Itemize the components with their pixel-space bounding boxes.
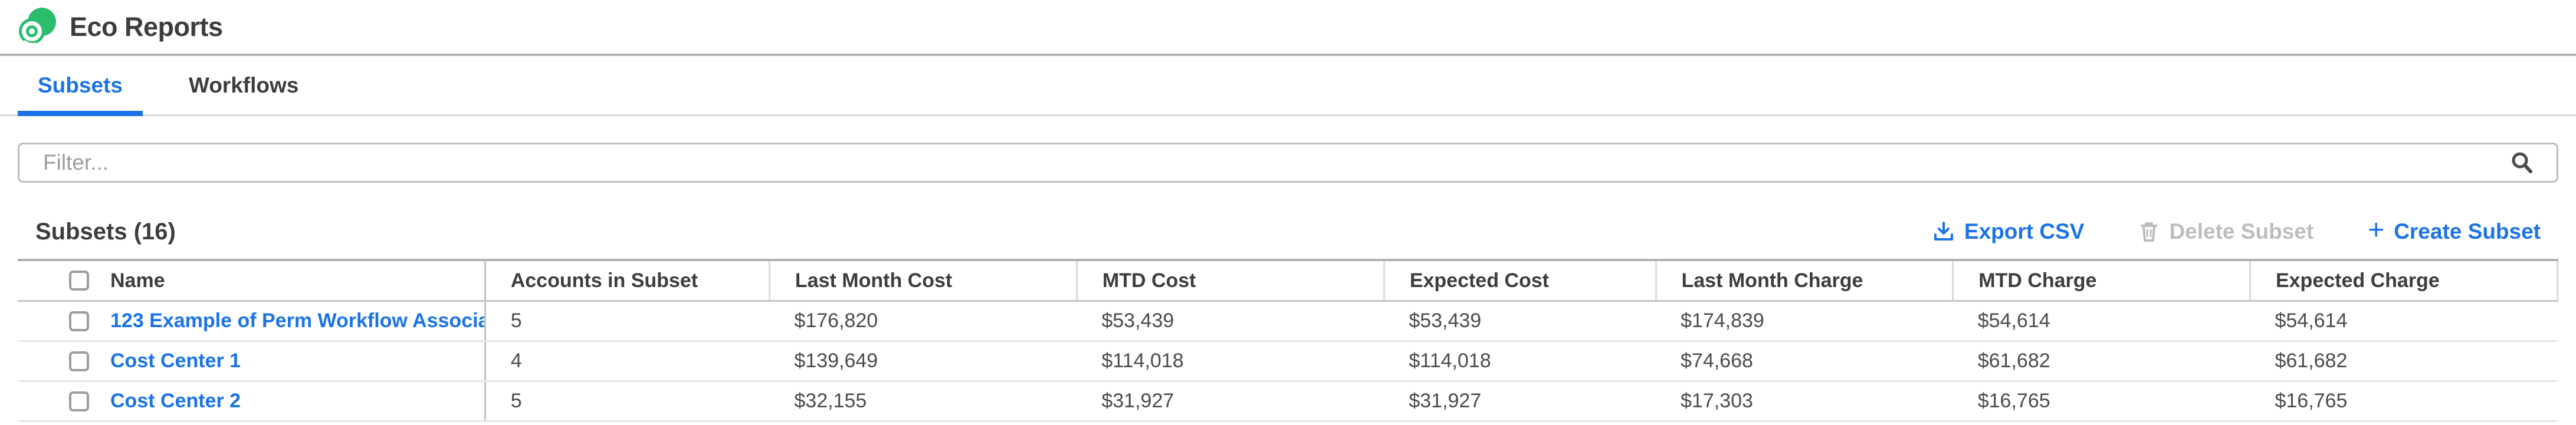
table-row: 123 Example of Perm Workflow Association…: [18, 301, 2558, 342]
accounts-cell: 5: [484, 381, 770, 422]
expected-charge-cell: $16,765: [2250, 381, 2558, 422]
export-csv-label: Export CSV: [1964, 219, 2085, 243]
row-checkbox[interactable]: [69, 311, 89, 331]
expected-charge-cell: $54,614: [2250, 301, 2558, 342]
search-icon[interactable]: [2510, 151, 2534, 174]
subsets-table: Name Accounts in Subset Last Month Cost …: [18, 259, 2559, 422]
eco-logo-icon: [19, 7, 56, 46]
tab-subsets[interactable]: Subsets: [18, 56, 143, 116]
section-bar: Subsets (16) Export CSV Delete Subset + …: [0, 215, 2576, 249]
trash-icon: [2141, 222, 2158, 242]
filter-input[interactable]: [18, 143, 2558, 183]
expected-cost-cell: $53,439: [1384, 301, 1656, 342]
select-all-checkbox[interactable]: [69, 271, 89, 291]
mtd-charge-cell: $16,765: [1952, 381, 2250, 422]
subset-name-link[interactable]: Cost Center 1: [110, 350, 241, 372]
column-header-last-month-charge: Last Month Charge: [1655, 260, 1953, 302]
column-header-expected-cost: Expected Cost: [1383, 260, 1656, 302]
last-month-cost-cell: $139,649: [769, 341, 1077, 382]
column-header-accounts: Accounts in Subset: [484, 260, 770, 302]
row-checkbox[interactable]: [69, 351, 89, 371]
mtd-cost-cell: $31,927: [1077, 381, 1384, 422]
table-row: Cost Center 2 5 $32,155 $31,927 $31,927 …: [18, 381, 2558, 422]
expected-cost-cell: $114,018: [1384, 341, 1656, 382]
table-row: Cost Center 1 4 $139,649 $114,018 $114,0…: [18, 341, 2558, 382]
last-month-charge-cell: $174,839: [1656, 301, 1953, 342]
app-header: Eco Reports: [0, 0, 2576, 56]
column-header-expected-charge: Expected Charge: [2249, 260, 2559, 302]
mtd-cost-cell: $114,018: [1077, 341, 1384, 382]
column-header-name: Name: [110, 269, 165, 292]
mtd-charge-cell: $54,614: [1952, 301, 2250, 342]
subset-name-link[interactable]: 123 Example of Perm Workflow Association: [110, 309, 485, 332]
delete-subset-button[interactable]: Delete Subset: [2138, 219, 2314, 244]
column-header-mtd-charge: MTD Charge: [1952, 260, 2250, 302]
accounts-cell: 5: [484, 301, 770, 342]
column-header-last-month-cost: Last Month Cost: [768, 260, 1077, 302]
mtd-cost-cell: $53,439: [1077, 301, 1384, 342]
last-month-cost-cell: $176,820: [769, 301, 1077, 342]
expected-cost-cell: $31,927: [1384, 381, 1656, 422]
mtd-charge-cell: $61,682: [1952, 341, 2250, 382]
column-header-mtd-cost: MTD Cost: [1075, 260, 1384, 302]
last-month-cost-cell: $32,155: [769, 381, 1077, 422]
delete-subset-label: Delete Subset: [2169, 219, 2314, 243]
plus-icon: +: [2368, 215, 2385, 246]
last-month-charge-cell: $74,668: [1656, 341, 1953, 382]
page-title: Eco Reports: [70, 11, 223, 42]
export-csv-button[interactable]: Export CSV: [1932, 219, 2085, 244]
table-actions: Export CSV Delete Subset + Create Subset: [1932, 215, 2541, 246]
download-icon: [1934, 222, 1953, 240]
subset-name-link[interactable]: Cost Center 2: [110, 390, 241, 412]
row-checkbox[interactable]: [69, 391, 89, 411]
accounts-cell: 4: [484, 341, 770, 382]
create-subset-label: Create Subset: [2394, 219, 2541, 243]
filter-bar: [18, 143, 2558, 183]
tab-bar: Subsets Workflows: [0, 56, 2576, 116]
last-month-charge-cell: $17,303: [1656, 381, 1953, 422]
expected-charge-cell: $61,682: [2250, 341, 2558, 382]
create-subset-button[interactable]: + Create Subset: [2368, 215, 2541, 246]
table-header-row: Name Accounts in Subset Last Month Cost …: [18, 260, 2559, 302]
tab-workflows[interactable]: Workflows: [188, 73, 299, 97]
section-title: Subsets (16): [35, 218, 176, 245]
